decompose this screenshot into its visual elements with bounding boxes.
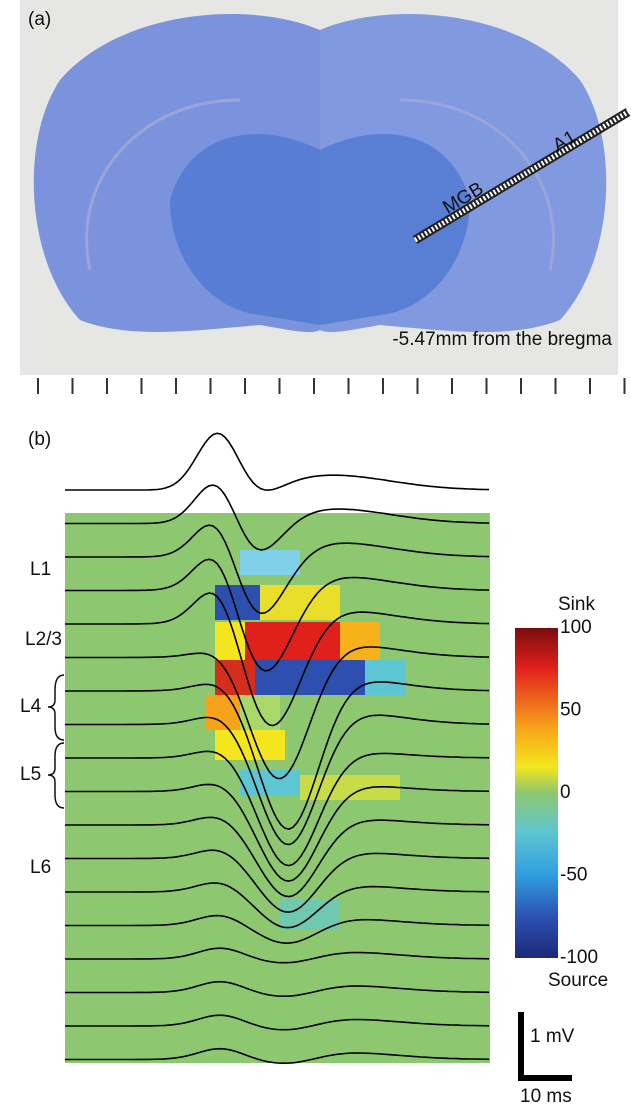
- colorbar: [515, 628, 558, 958]
- colorbar-tick-label: -100: [560, 947, 598, 968]
- brace: [48, 743, 64, 808]
- colorbar-tick-label: 50: [560, 700, 581, 721]
- scale-label: 1 mV: [530, 1026, 575, 1047]
- ruler: [38, 378, 625, 394]
- colorbar-title: Sink: [558, 594, 595, 615]
- panel-label: (a): [28, 9, 51, 30]
- colorbar-tick-label: 0: [560, 782, 571, 803]
- colorbar-tick-label: -50: [560, 865, 587, 886]
- panel-label: (b): [28, 429, 51, 450]
- lfp-trace: [65, 433, 489, 490]
- brace: [48, 675, 64, 740]
- layer-label: L1: [30, 559, 51, 580]
- layer-label: L4: [20, 696, 42, 717]
- colorbar-title: Source: [548, 970, 608, 991]
- scale-label: 10 ms: [520, 1086, 572, 1107]
- layer-label: L2/3: [25, 629, 62, 650]
- figure: MGB A1 (a) -5.47mm from the bregma (b) L…: [0, 0, 631, 1107]
- colorbar-ticks: 100 50 0 -50 -100: [560, 617, 598, 968]
- colorbar-tick-label: 100: [560, 617, 592, 638]
- layer-label: L5: [20, 764, 41, 785]
- layer-label: L6: [30, 857, 51, 878]
- caption: -5.47mm from the bregma: [392, 329, 612, 350]
